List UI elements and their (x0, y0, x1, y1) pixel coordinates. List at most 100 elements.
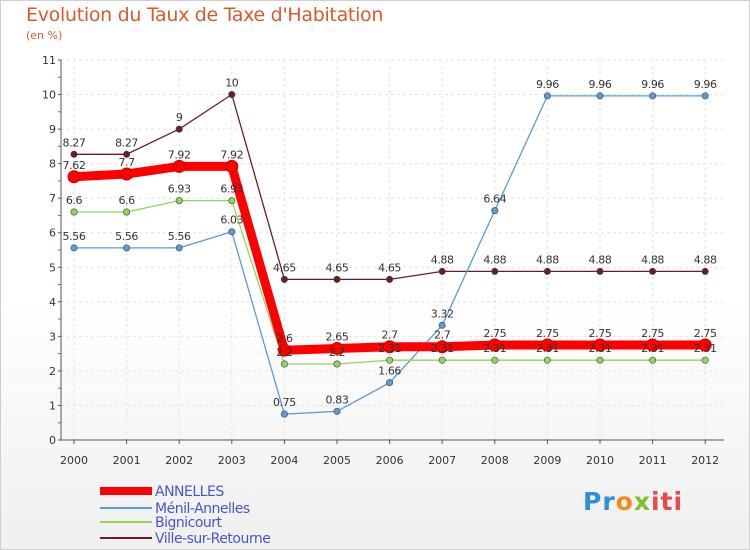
data-label: 4.65 (378, 261, 401, 274)
data-point (438, 321, 446, 329)
data-label: 2.2 (329, 346, 345, 359)
x-tick-label: 2000 (60, 454, 88, 467)
data-point (488, 338, 502, 352)
logo-part-3: x (633, 487, 651, 516)
data-point (596, 92, 604, 100)
data-label: 2.31 (536, 342, 559, 355)
data-label: 4.88 (483, 253, 506, 266)
x-tick-label: 2005 (323, 454, 351, 467)
data-label: 9.96 (641, 78, 664, 91)
data-point (333, 360, 341, 368)
data-point (596, 356, 604, 364)
data-point (649, 356, 657, 364)
data-label: 2.31 (431, 342, 454, 355)
data-label: 4.88 (641, 253, 664, 266)
data-label: 2.7 (434, 329, 451, 342)
data-label: 4.88 (589, 253, 612, 266)
x-tick-label: 2004 (270, 454, 298, 467)
data-point (543, 356, 551, 364)
data-label: 2.75 (641, 327, 664, 340)
x-tick-label: 2006 (376, 454, 404, 467)
y-tick-label: 10 (42, 89, 56, 102)
data-point (701, 92, 709, 100)
data-point (649, 92, 657, 100)
data-point (438, 356, 446, 364)
x-tick-label: 2009 (533, 454, 561, 467)
legend-label: Ménil-Annelles (155, 501, 250, 517)
data-point (386, 275, 394, 283)
data-label: 6.93 (220, 183, 243, 196)
logo-part-4: iti (650, 487, 684, 516)
data-label: 8.27 (115, 136, 138, 149)
data-label: 2.75 (694, 327, 717, 340)
logo-part-1: Pr (583, 487, 616, 516)
data-point (280, 410, 288, 418)
data-point (70, 150, 78, 158)
data-label: 2.65 (326, 330, 349, 343)
x-tick-label: 2008 (481, 454, 509, 467)
data-label: 4.65 (326, 261, 349, 274)
data-label: 2.75 (483, 327, 506, 340)
data-label: 2.31 (641, 342, 664, 355)
data-label: 0.83 (326, 393, 349, 406)
data-point (70, 208, 78, 216)
data-label: 2.7 (381, 329, 398, 342)
data-point (386, 356, 394, 364)
data-label: 4.88 (536, 253, 559, 266)
data-label: 2.31 (483, 342, 506, 355)
data-label: 5.56 (63, 230, 86, 243)
data-point (540, 338, 554, 352)
data-point (175, 244, 183, 252)
x-tick-label: 2012 (691, 454, 719, 467)
data-point (70, 244, 78, 252)
data-point (438, 267, 446, 275)
data-label: 7.92 (168, 148, 191, 161)
data-label: 6.93 (168, 183, 191, 196)
y-tick-label: 6 (49, 227, 56, 240)
data-point (698, 338, 712, 352)
data-point (280, 360, 288, 368)
data-point (435, 340, 449, 354)
x-tick-label: 2003 (218, 454, 246, 467)
data-point (175, 125, 183, 133)
x-tick-label: 2010 (586, 454, 614, 467)
data-label: 0.75 (273, 396, 296, 409)
x-tick-label: 2001 (113, 454, 141, 467)
data-label: 9 (176, 111, 183, 124)
data-label: 6.64 (483, 193, 506, 206)
legend-label: Ville-sur-Retourne (155, 531, 270, 547)
legend-label: ANNELLES (155, 484, 224, 500)
data-label: 2.2 (276, 346, 292, 359)
data-point (228, 228, 236, 236)
data-point (225, 159, 239, 173)
data-label: 4.88 (431, 253, 454, 266)
data-point (120, 167, 134, 181)
data-point (646, 338, 660, 352)
data-point (67, 170, 81, 184)
data-point (386, 379, 394, 387)
data-label: 9.96 (694, 78, 717, 91)
data-point (123, 150, 131, 158)
data-point (280, 275, 288, 283)
y-tick-label: 1 (49, 399, 56, 412)
data-label: 2.31 (589, 342, 612, 355)
data-point (330, 341, 344, 355)
data-point (593, 338, 607, 352)
y-tick-label: 11 (42, 54, 56, 67)
data-point (175, 197, 183, 205)
data-point (333, 407, 341, 415)
data-label: 2.6 (276, 332, 293, 345)
data-label: 7.92 (220, 148, 243, 161)
data-point (228, 91, 236, 99)
data-label: 2.31 (378, 342, 401, 355)
data-label: 2.75 (536, 327, 559, 340)
legend-label: Bignicourt (155, 515, 223, 531)
data-label: 1.66 (378, 365, 401, 378)
data-point (543, 92, 551, 100)
y-tick-label: 2 (49, 365, 56, 378)
y-tick-label: 9 (49, 123, 56, 136)
data-point (701, 356, 709, 364)
data-point (228, 197, 236, 205)
